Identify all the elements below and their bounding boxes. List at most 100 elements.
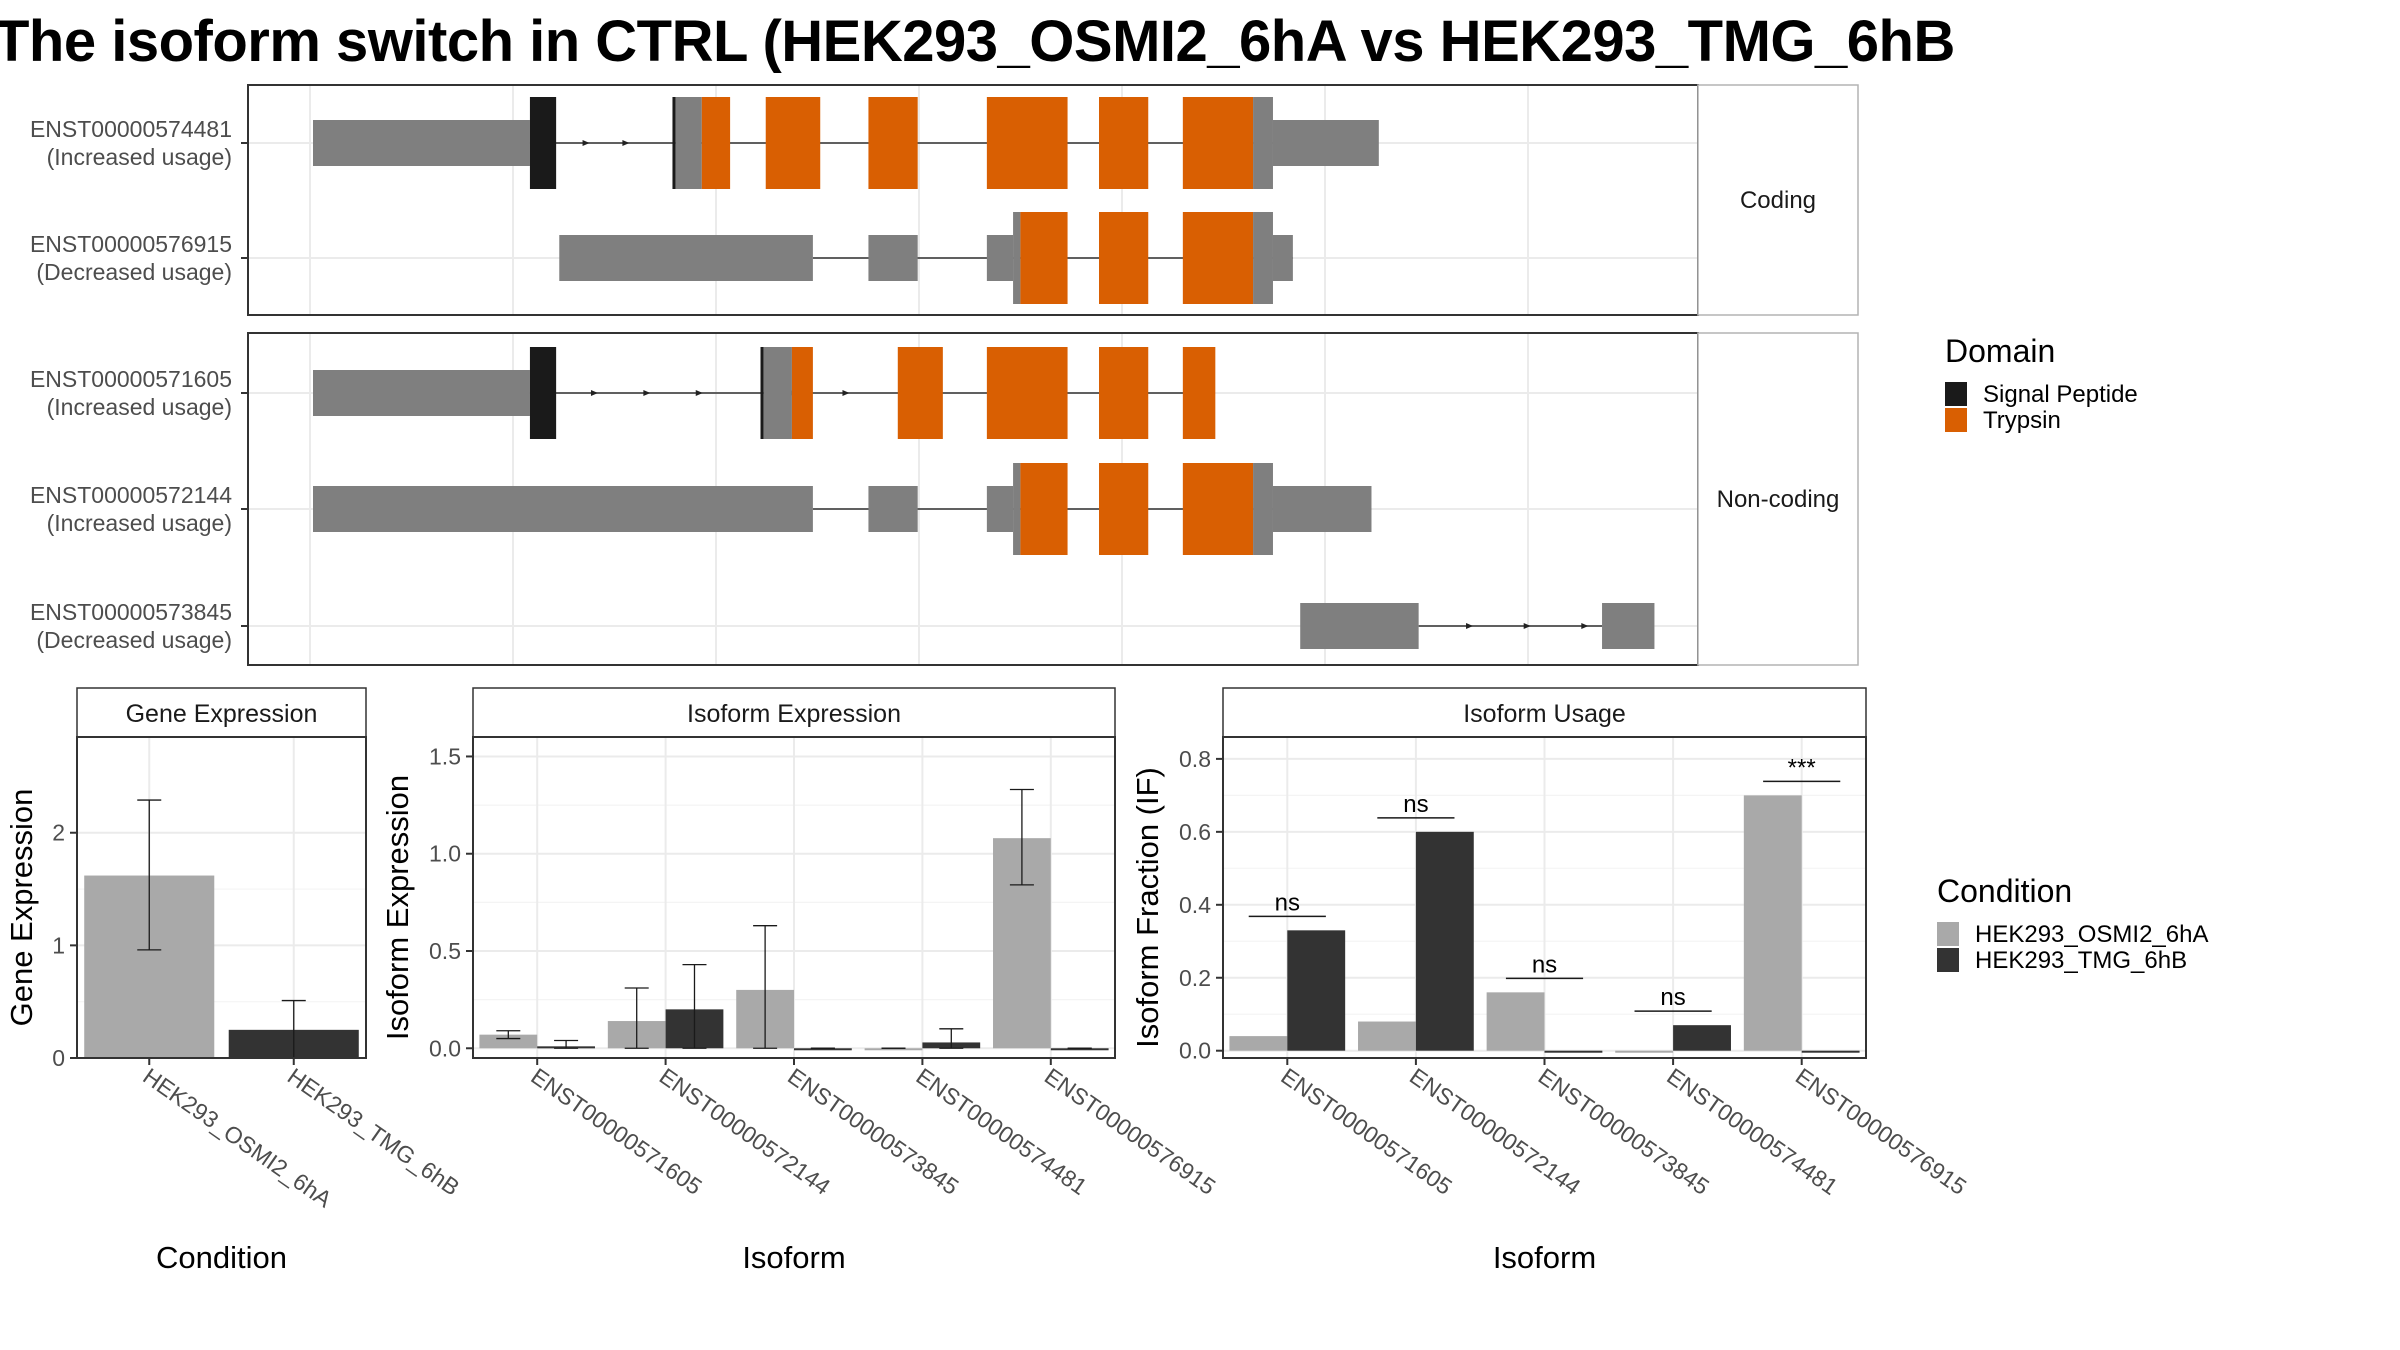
bar [1415, 831, 1474, 1051]
y-tick-label: 0 [52, 1045, 65, 1071]
exon-block [313, 370, 530, 416]
transcript-model [313, 347, 1216, 439]
exon-block [1602, 603, 1655, 649]
intron-arrow [622, 140, 630, 146]
significance-label: ns [1532, 951, 1557, 978]
panel-strip-label: Gene Expression [126, 700, 318, 728]
intron-arrow [1581, 623, 1589, 629]
bar [1544, 1050, 1603, 1053]
transcript-usage-label: (Increased usage) [47, 144, 232, 170]
trypsin-block [1020, 463, 1068, 555]
exon-block [559, 235, 813, 281]
significance-label: ns [1660, 984, 1685, 1011]
intron-arrow [842, 390, 850, 396]
panel-border [76, 736, 367, 1059]
trypsin-block [1020, 212, 1068, 304]
x-axis-title: Isoform [1493, 1240, 1596, 1275]
y-tick-label: 1.0 [429, 841, 461, 867]
exon-block [1253, 463, 1273, 555]
significance-label: ns [1275, 889, 1300, 916]
intron-arrow [582, 140, 590, 146]
trypsin-block [868, 97, 918, 189]
panel-strip [76, 687, 367, 738]
exon-block [868, 235, 918, 281]
trypsin-block [1182, 463, 1254, 555]
bar [864, 1048, 923, 1051]
exon-block [1272, 120, 1379, 166]
signal-peptide-block [529, 347, 557, 439]
x-axis-title: Condition [156, 1240, 287, 1275]
group-strip-label: Coding [1740, 187, 1816, 214]
intron-arrow [590, 390, 598, 396]
exon-block [986, 235, 1014, 281]
intron-arrow [1523, 623, 1531, 629]
condition-legend-swatch [1937, 922, 1959, 946]
structure-group-non-coding: ENST00000571605(Increased usage)ENST0000… [30, 332, 1859, 666]
y-tick-label: 0.2 [1179, 965, 1211, 991]
bar [1801, 1050, 1860, 1053]
transcript-id-label: ENST00000576915 [30, 231, 232, 257]
transcript-id-label: ENST00000571605 [30, 366, 232, 392]
transcript-usage-label: (Increased usage) [47, 394, 232, 420]
y-tick-label: 0.6 [1179, 819, 1211, 845]
trypsin-block [897, 347, 943, 439]
exon-block [1253, 97, 1273, 189]
trypsin-block [765, 97, 821, 189]
bar [1486, 992, 1545, 1051]
transcript-id-label: ENST00000572144 [30, 482, 232, 508]
exon-block [313, 120, 530, 166]
exon-block [1272, 486, 1372, 532]
bar [1050, 1048, 1109, 1051]
intron-arrow [643, 390, 651, 396]
trypsin-block [1182, 97, 1254, 189]
bar [479, 1034, 538, 1049]
intron-arrow [1466, 623, 1474, 629]
bar [794, 1048, 852, 1051]
exon-block [868, 486, 918, 532]
trypsin-block [986, 347, 1068, 439]
y-tick-label: 1.5 [429, 743, 461, 769]
y-tick-label: 0.0 [1179, 1038, 1211, 1064]
trypsin-block [986, 97, 1068, 189]
bar [1615, 1050, 1674, 1053]
exon-block [763, 347, 792, 439]
bar [1358, 1021, 1416, 1051]
exon-block [1272, 235, 1293, 281]
transcript-id-label: ENST00000573845 [30, 599, 232, 625]
domain-legend-swatch [1945, 382, 1967, 406]
y-tick-label: 0.8 [1179, 746, 1211, 772]
trypsin-block [1099, 463, 1149, 555]
transcript-model [559, 212, 1293, 304]
y-axis-title: Gene Expression [4, 789, 39, 1027]
figure-title: The isoform switch in CTRL (HEK293_OSMI2… [0, 9, 1955, 74]
bar [1673, 1025, 1731, 1051]
trypsin-block [791, 347, 813, 439]
intron-arrow [695, 390, 703, 396]
domain-legend-title: Domain [1945, 333, 2055, 369]
bar [1743, 795, 1802, 1051]
trypsin-block [1099, 212, 1149, 304]
chart-panel-isoform-expression: Isoform Expression0.00.51.01.5ENST000005… [380, 687, 1220, 1275]
condition-legend-title: Condition [1937, 873, 2072, 909]
condition-legend-label: HEK293_OSMI2_6hA [1975, 921, 2208, 948]
panel-strip-label: Isoform Usage [1463, 700, 1626, 728]
transcript-id-label: ENST00000574481 [30, 116, 232, 142]
domain-legend-label: Trypsin [1983, 407, 2061, 434]
transcript-model [1300, 603, 1655, 649]
bar [1229, 1036, 1288, 1051]
trypsin-block [1099, 347, 1149, 439]
domain-legend-swatch [1945, 408, 1967, 432]
y-tick-label: 2 [52, 820, 65, 846]
condition-legend-label: HEK293_TMG_6hB [1975, 947, 2187, 974]
trypsin-block [1182, 347, 1216, 439]
domain-legend-label: Signal Peptide [1983, 381, 2138, 408]
significance-label: ns [1403, 791, 1428, 818]
group-strip-label: Non-coding [1717, 486, 1840, 513]
exon-block [1300, 603, 1419, 649]
exon-block [313, 486, 813, 532]
transcript-usage-label: (Increased usage) [47, 510, 232, 536]
significance-label: *** [1788, 754, 1816, 781]
y-axis-title: Isoform Fraction (IF) [1130, 767, 1165, 1048]
